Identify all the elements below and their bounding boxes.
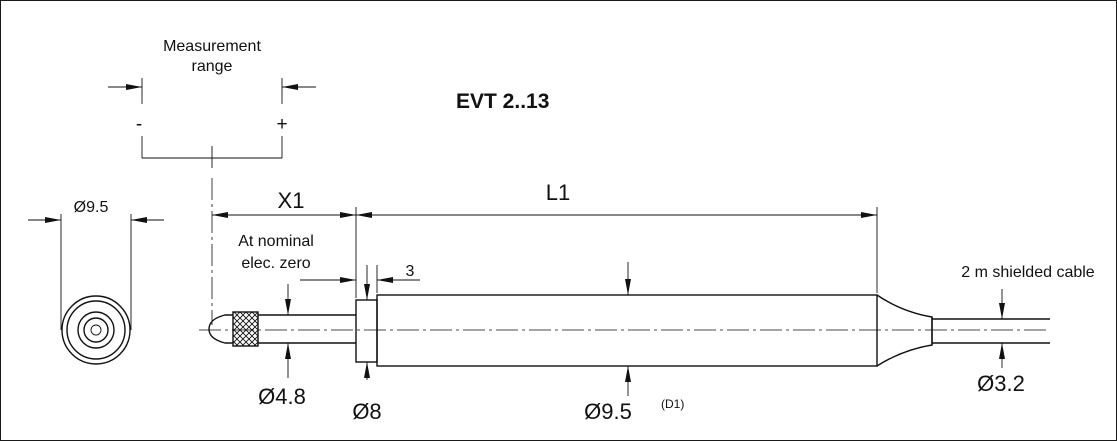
- drawing-title: EVT 2..13: [456, 90, 549, 113]
- measurement-range-bracket: [108, 78, 316, 168]
- x1-label: X1: [278, 188, 305, 213]
- collar-width-dimension: [300, 265, 420, 293]
- end-view: [28, 214, 164, 365]
- main-body: [376, 294, 878, 367]
- end-view-diameter-label: Ø9.5: [74, 199, 109, 216]
- measurement-range-label-line2: range: [192, 58, 233, 75]
- body-diameter-note: (D1): [661, 397, 684, 411]
- knurled-ring: [232, 311, 259, 347]
- cable-diameter-dimension: [999, 289, 1005, 368]
- cable-note-label: 2 m shielded cable: [961, 264, 1095, 281]
- x1-l1-dimensions: [211, 178, 878, 325]
- x1-note-line2: elec. zero: [241, 255, 310, 272]
- collar-diameter-dimension: [364, 265, 370, 380]
- tip-diameter-label: Ø4.8: [258, 384, 306, 409]
- tip-diameter-dimension: [285, 284, 291, 378]
- body-diameter-label: Ø9.5: [584, 399, 632, 424]
- collar-width-label: 3: [406, 263, 415, 280]
- body-diameter-dimension: [625, 262, 631, 396]
- measurement-range-label-line1: Measurement: [163, 38, 261, 55]
- cable-diameter-label: Ø3.2: [977, 371, 1025, 396]
- x1-note-line1: At nominal: [238, 233, 314, 250]
- collar-diameter-label: Ø8: [352, 399, 381, 424]
- range-plus-sign: +: [276, 114, 287, 135]
- l1-label: L1: [546, 180, 570, 205]
- range-minus-sign: -: [136, 114, 142, 135]
- sensor-side-view: [199, 294, 1050, 367]
